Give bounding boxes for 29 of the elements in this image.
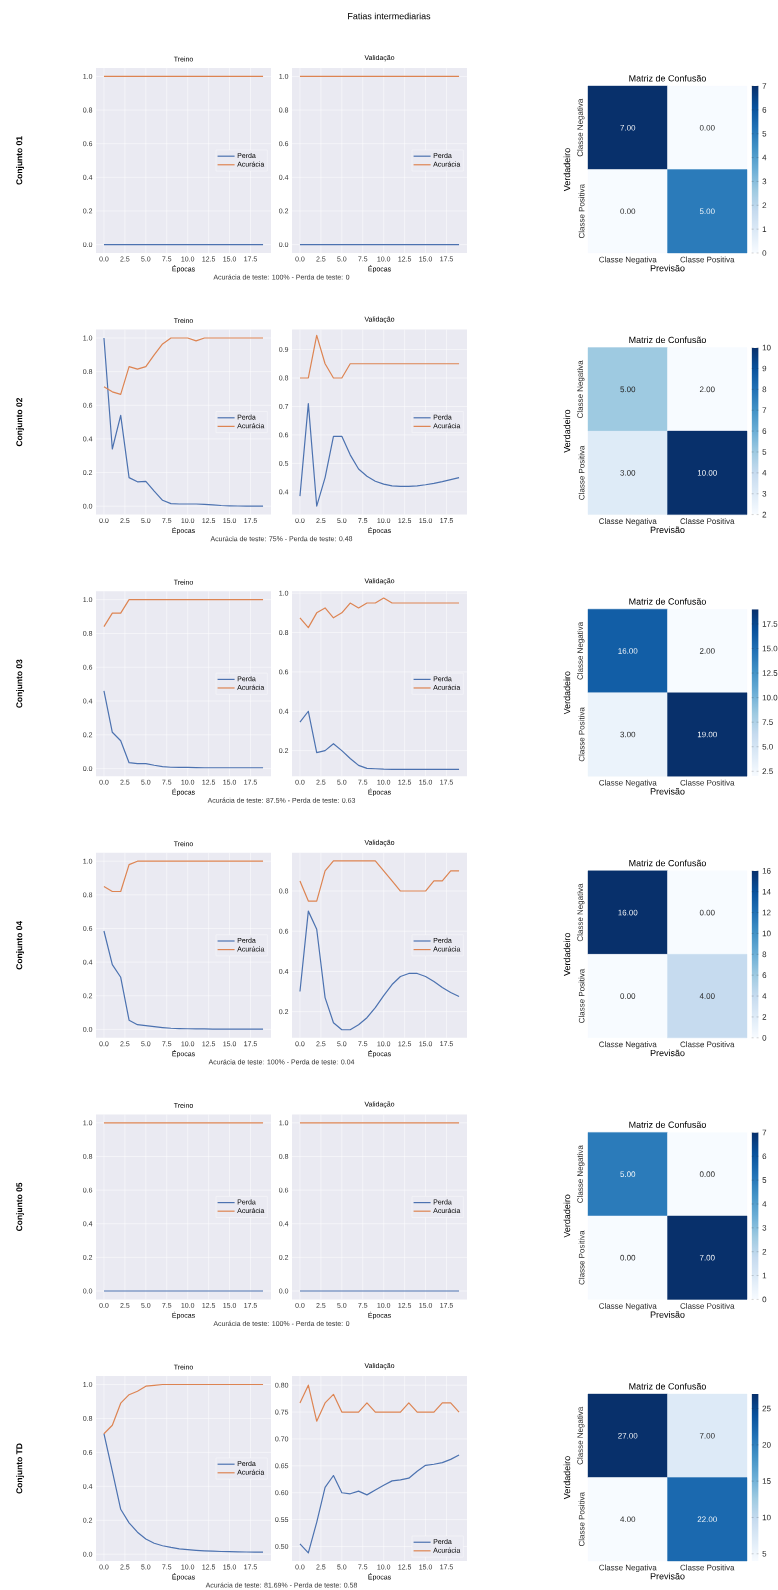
x-axis-title: Previsão <box>650 788 685 795</box>
chart-title: Matriz de Confusão <box>629 598 706 605</box>
y-axis-title: Conjunto 05 <box>16 1182 24 1232</box>
y-axis-title: Conjunto 03 <box>16 659 24 708</box>
chart-title: Matriz de Confusão <box>629 1382 706 1390</box>
line-series <box>299 1454 460 1554</box>
line-series <box>299 403 460 507</box>
y-axis-title: Conjunto 04 <box>16 920 24 970</box>
x-axis-title: Previsão <box>650 1049 685 1057</box>
y-axis-title: Conjunto 02 <box>16 397 24 447</box>
x-axis-title: Previsão <box>650 526 685 534</box>
y-axis-title: Verdadeiro <box>563 933 571 976</box>
chart-subtitle: Fatias intermediarias <box>348 12 431 20</box>
chart-title: Matriz de Confusão <box>629 1121 706 1128</box>
chart-title: Matriz de Confusão <box>629 336 706 344</box>
chart-title: Matriz de Confusão <box>629 74 706 82</box>
y-axis-title: Verdadeiro <box>563 1456 571 1500</box>
y-axis-title: Conjunto TD <box>16 1443 24 1494</box>
y-axis-title: Verdadeiro <box>563 671 571 715</box>
y-axis-title: Conjunto 01 <box>16 136 24 185</box>
x-axis-title: Previsão <box>650 1572 685 1580</box>
y-axis-title: Verdadeiro <box>563 409 571 453</box>
line-series <box>103 1433 264 1553</box>
chart-title: Matriz de Confusão <box>629 859 706 867</box>
x-axis-title: Previsão <box>650 1311 685 1318</box>
line-series <box>299 910 460 1031</box>
x-axis-title: Previsão <box>650 264 685 272</box>
y-axis-title: Verdadeiro <box>563 1194 571 1238</box>
y-axis-title: Verdadeiro <box>563 148 571 192</box>
